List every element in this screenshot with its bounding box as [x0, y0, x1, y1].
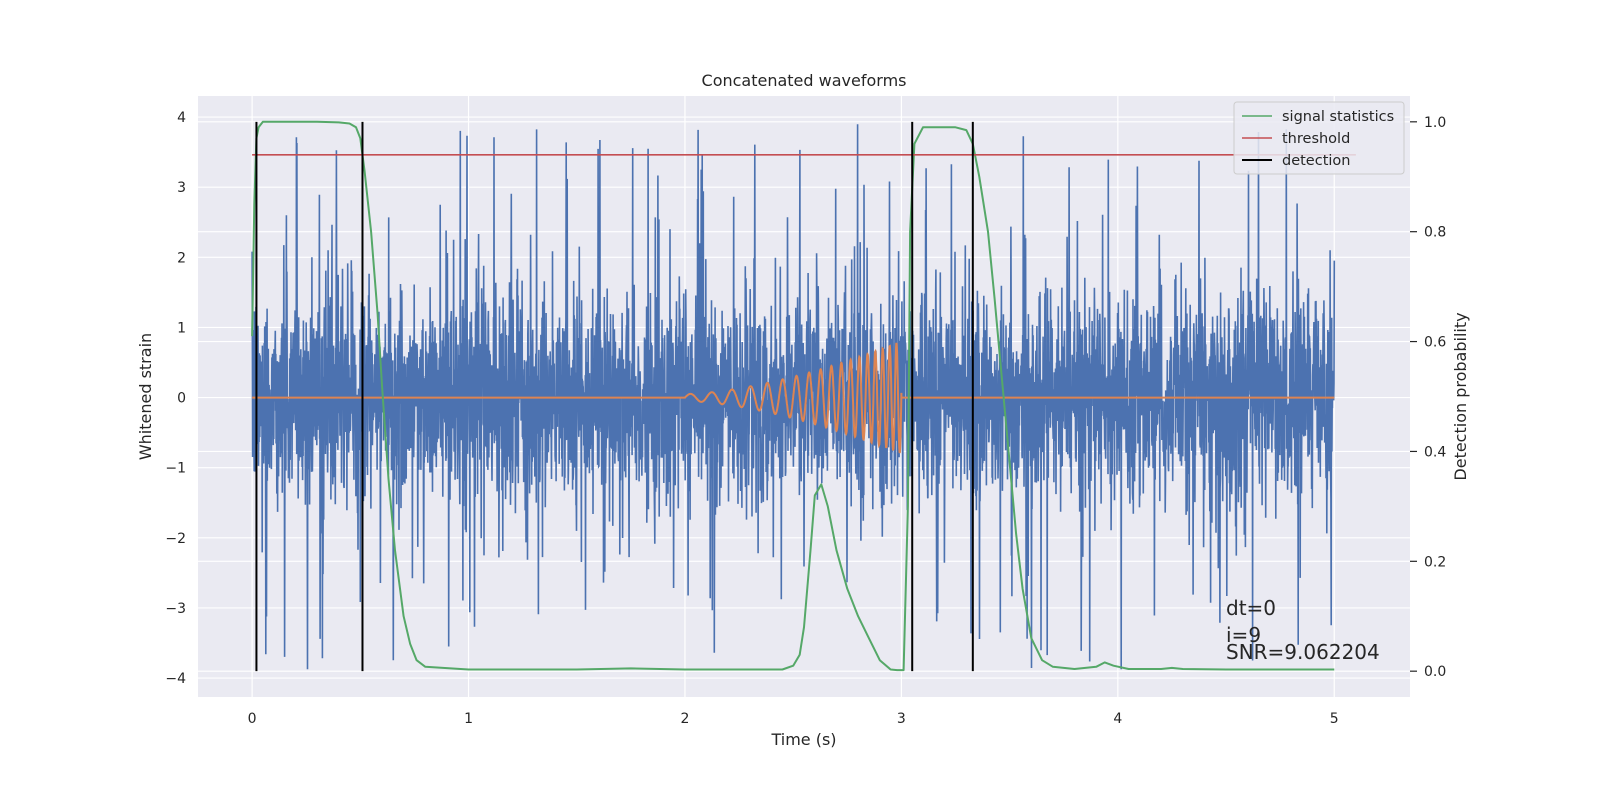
x-tick-label: 0	[248, 711, 257, 727]
y-tick-label: −2	[165, 531, 186, 547]
y-tick-label: 0	[177, 391, 186, 407]
annotation-snr: SNR=9.062204	[1226, 640, 1380, 664]
strain-series-line	[251, 124, 1336, 670]
template-series-line	[252, 342, 1335, 454]
y2-tick-label: 0.4	[1424, 444, 1446, 460]
legend-box	[1233, 101, 1405, 175]
annotation-index: i=9	[1226, 623, 1261, 647]
y-tick-label: 3	[177, 180, 186, 196]
y-tick-label: 2	[177, 250, 186, 266]
y2-tick-label: 0.8	[1424, 225, 1446, 241]
y2-tick-label: 1.0	[1424, 115, 1446, 131]
y-tick-label: −1	[165, 461, 186, 477]
x-tick-label: 1	[464, 711, 473, 727]
y2-axis-label: Detection probability	[1451, 312, 1470, 480]
y-tick-label: 4	[177, 110, 186, 126]
chart-title: Concatenated waveforms	[702, 71, 907, 90]
y2-tick-label: 0.6	[1424, 335, 1446, 351]
axes: 0 1 2 3 4 5 −4 −3 −2 −1 0 1 2 3 4 0.0 0.2 0.4 0.6 0.8 1.0	[165, 110, 1446, 727]
legend-entry-signal-statistics: signal statistics	[1282, 109, 1394, 125]
y-tick-label: −4	[165, 671, 186, 687]
data-layer	[251, 120, 1356, 672]
x-tick-label: 5	[1330, 711, 1339, 727]
legend: signal statistics threshold detection	[1233, 101, 1405, 175]
y2-tick-label: 0.0	[1424, 664, 1446, 680]
annotation-dt: dt=0	[1226, 596, 1276, 620]
y2-tick-label: 0.2	[1424, 554, 1446, 570]
x-axis-label: Time (s)	[770, 730, 836, 749]
y-axis-label: Whitened strain	[136, 333, 155, 460]
x-tick-label: 3	[897, 711, 906, 727]
y-tick-label: −3	[165, 601, 186, 617]
legend-entry-threshold: threshold	[1282, 131, 1350, 147]
legend-entry-detection: detection	[1282, 153, 1350, 169]
y-tick-label: 1	[177, 320, 186, 336]
x-tick-label: 4	[1113, 711, 1122, 727]
x-tick-label: 2	[681, 711, 690, 727]
